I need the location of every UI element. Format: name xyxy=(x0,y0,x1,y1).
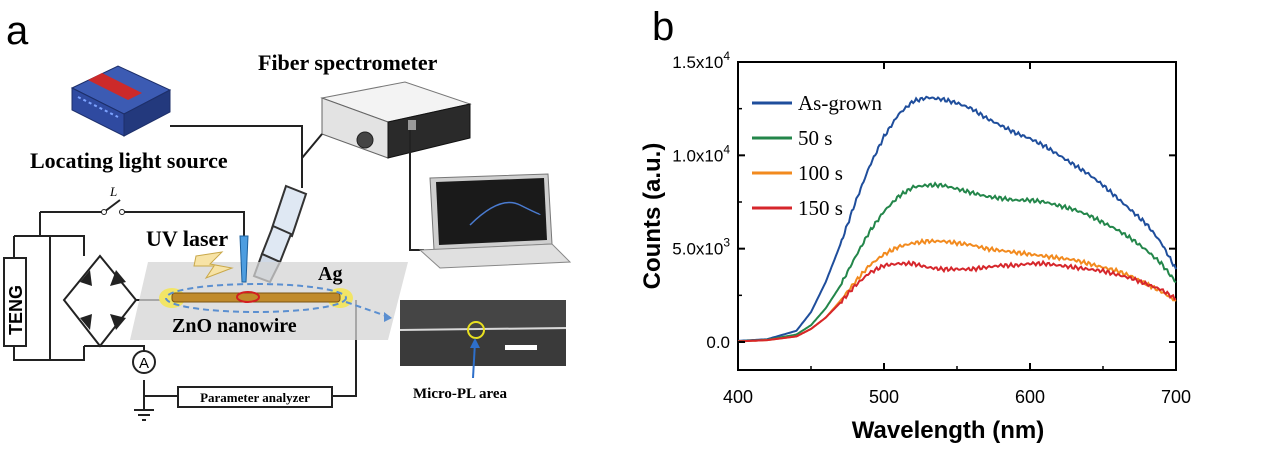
ammeter-label: A xyxy=(139,355,149,372)
light-source-cable xyxy=(170,125,303,158)
x-tick-label: 400 xyxy=(723,387,753,407)
teng-label: TENG xyxy=(6,285,26,335)
ag-label: Ag xyxy=(318,263,342,285)
y-tick-label: 1.5x104 xyxy=(672,49,730,72)
y-tick-label: 1.0x104 xyxy=(672,142,730,165)
panel-b-label: b xyxy=(652,5,674,49)
series-layer xyxy=(737,95,1177,343)
laser-flash-icon xyxy=(193,251,234,280)
x-axis-title: Wavelength (nm) xyxy=(852,417,1044,444)
panel-a-label: a xyxy=(6,9,29,53)
series-line-4 xyxy=(737,259,1177,343)
ammeter-icon xyxy=(132,350,156,374)
zno-nanowire-label: ZnO nanowire xyxy=(172,315,297,337)
spectrometer-cable xyxy=(301,133,323,188)
legend: As-grown 50 s 100 s 150 s xyxy=(752,91,882,220)
pl-spot-marker xyxy=(236,291,260,303)
laser-beam xyxy=(239,235,249,283)
legend-label: 50 s xyxy=(798,126,832,150)
switch-lever xyxy=(103,199,121,213)
sem-image xyxy=(399,300,567,366)
uv-laser-label: UV laser xyxy=(146,226,228,251)
parameter-analyzer-label: Parameter analyzer xyxy=(200,390,310,405)
series-line-3 xyxy=(737,237,1177,343)
spectrometer-device xyxy=(320,81,472,159)
legend-label: 150 s xyxy=(798,196,843,220)
locating-light-source-label: Locating light source xyxy=(30,148,228,173)
diode-icons xyxy=(80,270,126,330)
teng-box xyxy=(3,257,27,347)
micro-pl-area-label: Micro-PL area xyxy=(413,386,507,402)
series-line-2 xyxy=(737,181,1177,343)
series-line-1 xyxy=(737,95,1177,342)
laptop-icon xyxy=(418,173,572,269)
panel-a-schematic: a Fiber spectrometer Locating light sour… xyxy=(3,9,572,421)
switch-label: L xyxy=(109,184,117,199)
y-tick-label: 0.0 xyxy=(706,333,730,352)
x-tick-label: 700 xyxy=(1161,387,1191,407)
light-source-device xyxy=(70,65,172,137)
parameter-analyzer-box xyxy=(177,386,333,408)
panel-b-chart: b 400 500 600 700 0.0 5.0x103 1.0x104 1.5x104 A… xyxy=(639,5,1191,444)
scale-bar xyxy=(505,345,537,350)
pl-area-circle xyxy=(467,321,485,339)
circuit-wires xyxy=(13,211,357,410)
probe-area-ellipse xyxy=(165,283,347,313)
legend-label: 100 s xyxy=(798,161,843,185)
ground-icon xyxy=(134,409,154,421)
bridge-rectifier xyxy=(62,254,138,348)
legend-label: As-grown xyxy=(798,91,882,115)
x-tick-label: 500 xyxy=(869,387,899,407)
y-tick-label: 5.0x103 xyxy=(672,236,730,259)
x-tick-label: 600 xyxy=(1015,387,1045,407)
axis-layer: 400 500 600 700 0.0 5.0x103 1.0x104 1.5x104 xyxy=(672,49,1191,407)
y-axis-title: Counts (a.u.) xyxy=(639,143,666,290)
fiber-spectrometer-label: Fiber spectrometer xyxy=(258,50,438,75)
